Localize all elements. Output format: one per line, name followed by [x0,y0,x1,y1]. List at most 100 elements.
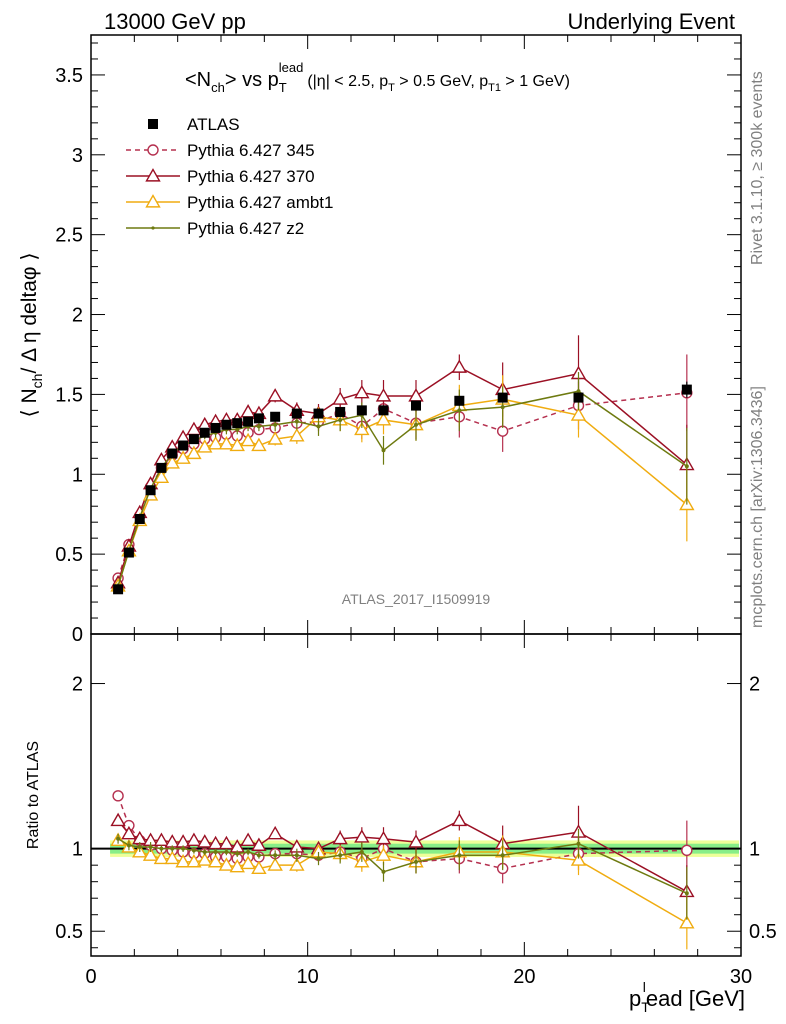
z2-ratio-point [137,845,142,850]
z2-ratio-point [202,849,207,854]
ambt1-point [354,421,370,436]
ambt1-point [240,432,256,447]
upper-y-tick-label: 2 [72,305,83,327]
series-p370 [110,335,695,589]
z2-ratio-point [500,853,505,858]
svg-text:<Nch> vs pTlead(|η| < 2.5, pT: <Nch> vs pTlead(|η| < 2.5, pT > 0.5 GeV,… [185,60,570,95]
atlas-point [221,419,232,430]
p370-ratio-point [251,837,267,851]
ambt1-ratio-point [218,857,235,871]
p370-line [117,366,688,584]
atlas-point [145,485,156,496]
lower-plot-panel: 0.5 0.51 12 20 10 20 30 [55,633,777,988]
p370-ratio-point [375,830,392,845]
z2-ratio-point [170,846,175,851]
z2-ratio-point [316,856,321,861]
upper-y-tick-label: 0.5 [55,544,83,566]
analysis-tag: ATLAS_2017_I1509919 [342,591,491,607]
legend-label-p370: Pythia 6.427 370 [187,167,315,186]
p370-point [354,384,370,399]
p370-ratio-point [218,835,235,850]
atlas-point [188,434,199,445]
lower-y-tick-label-right: 1 [749,839,760,861]
atlas-point [178,440,189,451]
series-p345 [112,354,693,584]
series-ambt1 [110,375,695,592]
z2-point [576,389,581,394]
z2-ratio-point [181,846,186,851]
p370-point [267,388,283,402]
ambt1-ratio-point [164,850,180,865]
legend: ATLAS Pythia 6.427 345 Pythia 6.427 370 Pyt… [126,115,333,238]
p370-ratio-point [186,832,202,846]
header-right-text: Underlying Event [567,9,735,34]
atlas-point [167,448,178,459]
ambt1-ratio-point [570,852,587,866]
p370-ratio-point [121,825,137,840]
z2-ratio-point [414,859,418,864]
atlas-point [210,422,221,433]
rivet-version-label: Rivet 3.1.10, ≥ 300k events [749,71,766,265]
atlas-point [232,418,243,429]
z2-point [338,417,343,422]
z2-ratio-point [246,849,251,854]
upper-y-tick-label: 0 [72,624,83,646]
ambt1-ratio-point [186,853,202,868]
title-cuts-sub2: T1 [488,82,501,94]
z2-point [273,422,278,427]
atlas-point [356,405,367,416]
ambt1-ratio-point [197,852,213,866]
z2-point [294,419,299,424]
z2-ratio-point [235,851,240,856]
ambt1-ratio-point [375,847,392,861]
z2-point [316,424,321,429]
z2-point [381,448,386,453]
upper-y-tick-label: 1.5 [55,384,83,406]
ambt1-point [175,450,191,464]
header-left-text: 13000 GeV pp [104,9,246,34]
ambt1-point [186,445,202,460]
ambt1-point [289,428,305,442]
p345-ratio-point [112,790,124,802]
legend-marker-p370 [145,168,161,182]
p370-ratio-point [197,834,213,848]
z2-point [500,405,505,410]
z2-ratio-point [213,849,218,854]
ratio-series-p345 [112,790,693,884]
z2-ratio-point [457,853,462,858]
z2-point [684,464,689,469]
legend-label-p345: Pythia 6.427 345 [187,141,315,160]
title-vs-sub: T [279,80,287,95]
ambt1-ratio-point [679,915,695,929]
legend-marker-z2 [151,226,155,230]
title-vs: > vs p [225,69,279,91]
ratio-series-p370 [110,805,695,919]
upper-plot-title: <Nch> vs pTlead(|η| < 2.5, pT > 0.5 GeV,… [185,60,570,95]
z2-point [457,408,462,413]
lower-plot-frame [90,633,742,957]
z2-ratio-point [359,849,364,854]
p370-ratio-point [408,834,424,848]
p370-ratio-point [354,829,370,843]
x-axis-label: pTlead [GeV] [629,979,745,1015]
ambt1-point [164,455,180,469]
p370-ratio-point [240,832,256,846]
ambt1-point [267,431,283,445]
title-vs-sup: lead [279,60,304,75]
ambt1-point [251,437,267,452]
atlas-point [291,408,302,419]
z2-ratio-point [576,841,581,846]
ambt1-ratio-point [289,857,305,871]
legend-marker-ambt1 [145,194,161,208]
z2-ratio-point [294,853,299,858]
upper-plot-panel: 0 0.5 1 1.5 2 2.5 3 3.5 [55,34,742,646]
atlas-point [313,408,324,419]
title-cuts: (|η| < 2.5, p [307,73,388,90]
mcplots-url-label: mcplots.cern.ch [arXiv:1306.3436] [749,386,766,628]
x-tick-label: 10 [297,966,319,988]
p370-point [375,388,392,402]
ambt1-ratio-point [142,847,159,861]
atlas-point [497,392,508,403]
title-cuts-mid: > 0.5 GeV, p [395,73,488,90]
